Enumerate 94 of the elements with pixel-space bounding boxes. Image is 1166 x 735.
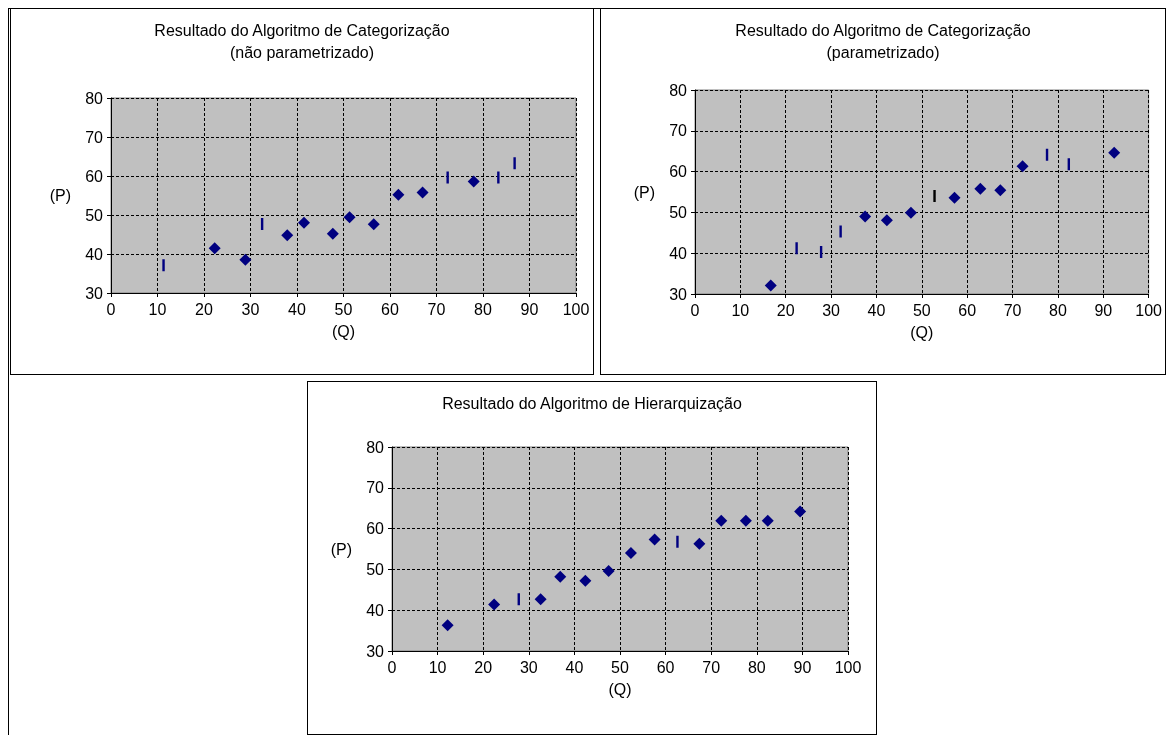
x-tick-label: 40: [867, 301, 886, 319]
y-tick-label: 30: [366, 642, 385, 660]
point: [764, 279, 777, 292]
x-tick-label: 0: [387, 658, 397, 676]
x-axis-title: (Q): [910, 323, 934, 341]
point: [441, 619, 454, 632]
point: [948, 191, 961, 204]
y-tick-label: 80: [85, 89, 104, 107]
x-tick-label: 60: [381, 300, 399, 318]
x-tick-label: 50: [912, 301, 931, 319]
point: [367, 218, 380, 231]
x-tick-label: 70: [702, 658, 721, 676]
x-tick-label: 10: [731, 301, 750, 319]
point: [1108, 146, 1121, 159]
x-tick-label: 10: [148, 300, 167, 318]
chart-title: Resultado do Algoritmo de Categorização: [154, 21, 450, 39]
x-tick-label: 40: [565, 658, 584, 676]
point: [467, 175, 480, 188]
point: [239, 253, 252, 266]
y-axis-title: (P): [330, 540, 352, 558]
y-tick-label: 80: [366, 438, 385, 456]
x-tick-label: 20: [195, 300, 213, 318]
y-tick-label: 60: [669, 163, 688, 181]
x-axis-title: (Q): [331, 322, 356, 340]
point: [488, 598, 501, 611]
point: [693, 537, 706, 550]
x-tick-label: 90: [520, 300, 539, 318]
y-tick-label: 30: [85, 284, 104, 302]
x-tick-label: 0: [106, 300, 116, 318]
point: [1016, 160, 1029, 173]
point: [579, 574, 592, 587]
point: [534, 593, 547, 606]
y-tick-label: 40: [366, 601, 385, 619]
x-axis-title: (Q): [608, 680, 632, 698]
y-tick-label: 80: [669, 81, 688, 99]
y-tick-label: 70: [366, 479, 385, 497]
x-tick-label: 30: [822, 301, 841, 319]
point: [715, 514, 728, 527]
x-tick-label: 70: [427, 300, 446, 318]
x-tick-label: 90: [1094, 301, 1113, 319]
y-tick-label: 40: [669, 244, 688, 262]
point: [994, 184, 1007, 197]
point: [974, 182, 987, 195]
x-tick-label: 100: [562, 300, 590, 318]
point: [208, 242, 221, 255]
point: [326, 227, 339, 240]
y-axis-title: (P): [49, 187, 71, 204]
x-tick-label: 100: [834, 658, 862, 676]
x-tick-label: 0: [690, 301, 700, 319]
y-tick-label: 50: [669, 203, 688, 221]
point: [602, 565, 615, 578]
point: [416, 186, 429, 199]
point: [554, 570, 567, 583]
x-tick-label: 40: [288, 300, 306, 318]
x-tick-label: 60: [958, 301, 977, 319]
point: [392, 188, 405, 201]
point: [297, 216, 310, 229]
point: [880, 214, 893, 227]
x-tick-label: 50: [611, 658, 629, 676]
point: [281, 229, 294, 242]
chart-subtitle: (parametrizado): [826, 43, 940, 61]
chart-title: Resultado do Algoritmo de Categorização: [735, 21, 1031, 39]
point: [904, 206, 917, 219]
y-tick-label: 50: [85, 206, 104, 224]
x-tick-label: 20: [776, 301, 795, 319]
x-tick-label: 30: [241, 300, 260, 318]
chart-subtitle: (não parametrizado): [229, 43, 375, 61]
x-tick-label: 60: [656, 658, 675, 676]
x-tick-label: 90: [793, 658, 812, 676]
point: [761, 514, 774, 527]
x-tick-label: 10: [428, 658, 447, 676]
x-tick-label: 20: [474, 658, 493, 676]
y-tick-label: 60: [85, 167, 104, 185]
y-tick-label: 70: [85, 128, 104, 146]
x-tick-label: 80: [747, 658, 766, 676]
chart-title: Resultado do Algoritmo de Hierarquização: [442, 394, 742, 412]
y-tick-label: 50: [366, 560, 385, 578]
x-tick-label: 50: [334, 300, 353, 318]
y-tick-label: 30: [669, 285, 688, 303]
x-tick-label: 80: [474, 300, 492, 318]
y-axis-title: (P): [633, 183, 655, 201]
point: [794, 505, 807, 518]
y-tick-label: 60: [366, 520, 385, 538]
x-tick-label: 30: [519, 658, 538, 676]
point: [343, 211, 356, 224]
x-tick-label: 100: [1135, 301, 1163, 319]
y-tick-label: 40: [85, 245, 104, 263]
point: [648, 533, 661, 546]
y-tick-label: 70: [669, 122, 688, 140]
point: [859, 210, 872, 223]
point: [624, 547, 637, 560]
point: [739, 514, 752, 527]
x-tick-label: 80: [1049, 301, 1067, 319]
x-tick-label: 70: [1003, 301, 1022, 319]
